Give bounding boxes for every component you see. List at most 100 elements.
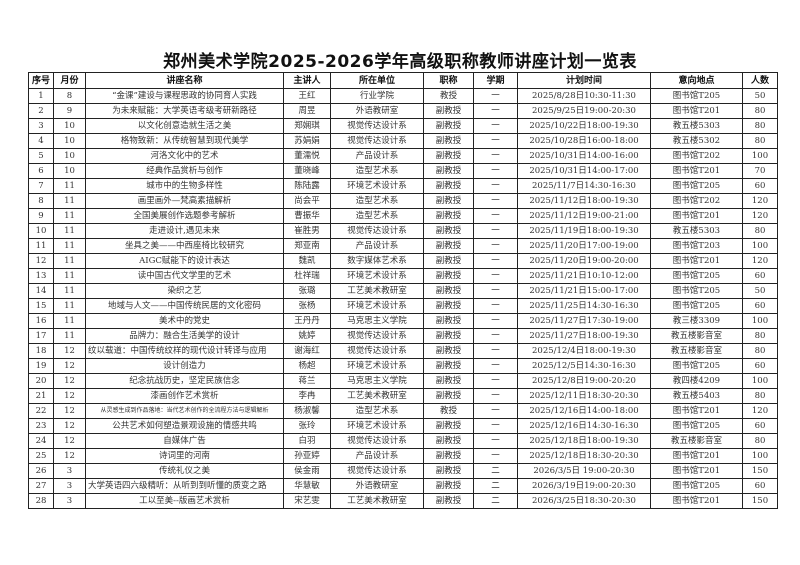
table-row: 14 11 染织之艺 张璐 工艺美术教研室 副教授一 2025/11/21日15:00-17… (28, 283, 778, 299)
cell-title-rank: 副教授 (423, 148, 474, 164)
cell-attendees: 80 (742, 133, 778, 149)
cell-speaker: 王红 (283, 88, 331, 104)
cell-department: 产品设计系 (330, 148, 424, 164)
cell-lecture-name: 漆画创作艺术赏析 (85, 388, 284, 404)
column-header-venue: 意向地点 (650, 72, 743, 89)
cell-venue: 教三楼3309 (650, 313, 743, 329)
cell-lecture-name: 走进设计,遇见未来 (85, 223, 284, 239)
cell-seq: 28 (28, 493, 54, 509)
cell-lecture-name: 以文化创意造就生活之美 (85, 118, 284, 134)
cell-attendees: 100 (742, 148, 778, 164)
cell-lecture-name: 传统礼仪之美 (85, 463, 284, 479)
cell-attendees: 100 (742, 448, 778, 464)
cell-title-rank: 副教授 (423, 208, 474, 224)
cell-planned-time: 2025/8/28日10:30-11:30 (517, 88, 651, 104)
cell-venue: 图书馆T201 (650, 208, 743, 224)
cell-month: 10 (53, 148, 86, 164)
cell-semester: 一 (473, 148, 518, 164)
cell-title-rank: 副教授 (423, 343, 474, 359)
table-row: 9 11 全国美展创作选题参考解析 曹振华 造型艺术系 副教授一 2025/11/12日19… (28, 208, 778, 224)
cell-venue: 图书馆T205 (650, 418, 743, 434)
cell-venue: 图书馆T201 (650, 403, 743, 419)
cell-planned-time: 2025/12/16日14:00-18:00 (517, 403, 651, 419)
cell-seq: 13 (28, 268, 54, 284)
cell-venue: 图书馆T201 (650, 448, 743, 464)
cell-attendees: 150 (742, 463, 778, 479)
cell-venue: 图书馆T202 (650, 193, 743, 209)
cell-semester: 一 (473, 283, 518, 299)
cell-attendees: 120 (742, 208, 778, 224)
cell-semester: 一 (473, 223, 518, 239)
table-row: 5 10 河洛文化中的艺术 董濡悦 产品设计系 副教授一 2025/10/31日14:00-… (28, 148, 778, 164)
cell-month: 10 (53, 163, 86, 179)
table-row: 27 3 大学英语四六级精听：从听到到听懂的质变之路 华慧敏 外语教研室 副教授二 2026… (28, 478, 778, 494)
cell-lecture-name: 画里画外—梵高素描解析 (85, 193, 284, 209)
cell-semester: 二 (473, 493, 518, 509)
cell-month: 11 (53, 238, 86, 254)
cell-lecture-name: “金课”建设与课程思政的协同育人实践 (85, 88, 284, 104)
cell-speaker: 董濡悦 (283, 148, 331, 164)
cell-month: 11 (53, 268, 86, 284)
cell-planned-time: 2025/12/18日18:30-20:30 (517, 448, 651, 464)
table-row: 16 11 美术中的党史 王丹丹 马克思主义学院 副教授一 2025/11/27日17:30… (28, 313, 778, 329)
cell-department: 视觉传达设计系 (330, 328, 424, 344)
cell-month: 11 (53, 328, 86, 344)
cell-seq: 20 (28, 373, 54, 389)
cell-month: 3 (53, 463, 86, 479)
cell-attendees: 60 (742, 478, 778, 494)
page-title: 郑州美术学院2025-2026学年高级职称教师讲座计划一览表 (163, 52, 637, 72)
cell-seq: 7 (28, 178, 54, 194)
cell-title-rank: 副教授 (423, 328, 474, 344)
cell-title-rank: 副教授 (423, 433, 474, 449)
cell-semester: 一 (473, 103, 518, 119)
cell-planned-time: 2026/3/19日19:00-20:30 (517, 478, 651, 494)
cell-lecture-name: 纹以载道：中国传统纹样的现代设计转译与应用 (85, 343, 284, 359)
cell-speaker: 苏娟娟 (283, 133, 331, 149)
cell-month: 11 (53, 208, 86, 224)
cell-venue: 教五楼影音室 (650, 343, 743, 359)
cell-title-rank: 副教授 (423, 253, 474, 269)
cell-lecture-name: AIGC赋能下的设计表达 (85, 253, 284, 269)
cell-lecture-name: 城市中的生物多样性 (85, 178, 284, 194)
cell-department: 造型艺术系 (330, 163, 424, 179)
cell-planned-time: 2025/11/21日15:00-17:00 (517, 283, 651, 299)
cell-speaker: 杨超 (283, 358, 331, 374)
cell-seq: 2 (28, 103, 54, 119)
cell-semester: 一 (473, 418, 518, 434)
cell-venue: 图书馆T203 (650, 238, 743, 254)
table-row: 23 12 公共艺术如何塑造景观设施的情感共鸣 张玲 环境艺术设计系 副教授一 2025/1… (28, 418, 778, 434)
table-header-row: 序号 月份 讲座名称 主讲人 所在单位 职称 学期 计划时间 意向地点 人数 (28, 72, 778, 89)
cell-semester: 一 (473, 448, 518, 464)
cell-lecture-name: 读中国古代文学里的艺术 (85, 268, 284, 284)
cell-attendees: 80 (742, 223, 778, 239)
cell-semester: 一 (473, 433, 518, 449)
cell-lecture-name: 全国美展创作选题参考解析 (85, 208, 284, 224)
cell-month: 3 (53, 478, 86, 494)
table-row: 22 12 从灵感生成到作品落地：当代艺术创作的全流程方法与逻辑解析 杨淑馨 造型艺术系… (28, 403, 778, 419)
cell-lecture-name: 品牌力：融合生活美学的设计 (85, 328, 284, 344)
cell-title-rank: 副教授 (423, 418, 474, 434)
cell-speaker: 姚婷 (283, 328, 331, 344)
cell-speaker: 董晓峰 (283, 163, 331, 179)
cell-semester: 一 (473, 313, 518, 329)
cell-speaker: 张杨 (283, 298, 331, 314)
cell-month: 11 (53, 178, 86, 194)
cell-title-rank: 副教授 (423, 178, 474, 194)
column-header-attendees: 人数 (742, 72, 778, 89)
cell-lecture-name: 工以至美--版画艺术赏析 (85, 493, 284, 509)
cell-department: 视觉传达设计系 (330, 463, 424, 479)
table-row: 3 10 以文化创意造就生活之美 郑娴琪 视觉传达设计系 副教授一 2025/10/22日1… (28, 118, 778, 134)
cell-semester: 一 (473, 358, 518, 374)
cell-speaker: 陈陆露 (283, 178, 331, 194)
cell-planned-time: 2025/11/21日10:10-12:00 (517, 268, 651, 284)
cell-department: 马克思主义学院 (330, 373, 424, 389)
cell-month: 12 (53, 403, 86, 419)
cell-seq: 23 (28, 418, 54, 434)
cell-speaker: 郑亚南 (283, 238, 331, 254)
cell-seq: 27 (28, 478, 54, 494)
column-header-title-rank: 职称 (423, 72, 474, 89)
cell-title-rank: 副教授 (423, 268, 474, 284)
cell-attendees: 120 (742, 253, 778, 269)
table-row: 13 11 读中国古代文学里的艺术 杜祥瑞 环境艺术设计系 副教授一 2025/11/21日… (28, 268, 778, 284)
cell-semester: 一 (473, 163, 518, 179)
